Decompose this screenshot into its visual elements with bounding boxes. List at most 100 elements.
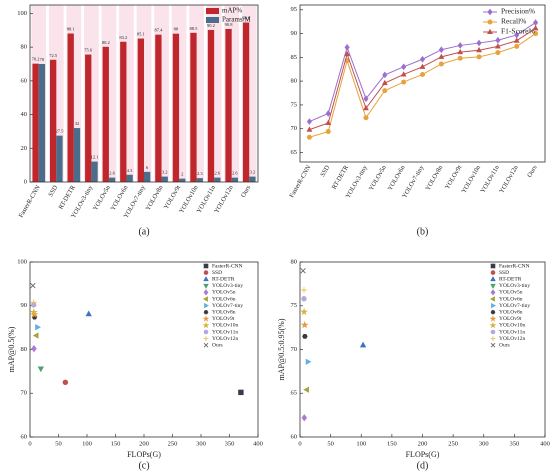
value-label: 4.3 <box>127 168 133 173</box>
point <box>31 345 37 353</box>
y-tick-label: 75 <box>291 101 298 108</box>
legend-marker <box>489 321 497 329</box>
legend-marker <box>203 329 209 335</box>
bar <box>225 28 232 182</box>
value-label: 94.6 <box>242 16 251 21</box>
x-tick-label: SSD <box>47 184 59 198</box>
legend-marker <box>490 283 496 289</box>
legend-marker <box>489 296 495 302</box>
legend-label: mAP% <box>222 7 242 15</box>
point <box>301 414 308 422</box>
y-tick-label: 95 <box>291 6 298 13</box>
x-tick-label: 50 <box>327 440 334 447</box>
bar <box>172 33 180 183</box>
point <box>300 320 309 329</box>
bar <box>207 29 215 182</box>
legend-marker <box>490 263 496 269</box>
value-label: 72.5 <box>49 53 58 58</box>
point <box>32 332 39 339</box>
value-label: 90.8 <box>225 22 234 27</box>
plot-frame <box>299 4 546 163</box>
legend-label: YOLOv12n <box>212 336 239 342</box>
legend-label: YOLOv7-tiny <box>212 303 243 309</box>
point <box>457 55 463 61</box>
legend-marker <box>490 276 496 282</box>
point <box>344 50 351 57</box>
legend-label: Ours <box>499 342 510 348</box>
x-tick-label: 0 <box>298 440 301 447</box>
point <box>62 379 69 386</box>
x-tick-label: 50 <box>55 440 62 447</box>
x-tick-label: 350 <box>510 440 520 447</box>
bar <box>242 22 250 182</box>
plot-frame <box>29 4 259 183</box>
legend-label: YOLOv6n <box>212 296 236 302</box>
y-tick-label: 60 <box>291 433 298 440</box>
point <box>30 282 36 289</box>
legend-marker <box>203 336 209 341</box>
legend-label: YOLOv8n <box>212 309 236 315</box>
y-tick-label: 70 <box>21 390 28 397</box>
legend-marker <box>203 270 209 275</box>
panel-label: (c) <box>138 460 149 471</box>
point <box>30 299 37 306</box>
value-label: 88.1 <box>67 27 75 32</box>
y-tick-label: 80 <box>21 44 28 51</box>
y-axis-title: mAP@0.5(%) <box>7 326 16 372</box>
point <box>419 63 426 69</box>
point <box>301 296 307 302</box>
x-tick-label: 100 <box>356 440 366 447</box>
value-label: 83.2 <box>119 35 127 40</box>
bar <box>102 46 109 183</box>
legend-marker <box>490 342 496 348</box>
value-label: 2.6 <box>214 171 220 176</box>
y-tick-label: 100 <box>17 10 27 17</box>
point <box>85 310 92 317</box>
bar <box>49 59 57 182</box>
x-tick-label: 300 <box>196 440 206 447</box>
x-axis-title: FLOPs(G) <box>406 450 440 459</box>
point <box>400 71 407 77</box>
point <box>303 386 309 393</box>
x-tick-label: YOLOv5n <box>368 164 388 192</box>
legend-label: YOLOv8n <box>499 309 523 315</box>
value-label: 3.2 <box>162 170 168 175</box>
value-label: 88 <box>174 27 179 32</box>
point <box>401 63 407 71</box>
legend-marker <box>491 302 497 309</box>
point <box>513 37 520 43</box>
legend-marker <box>202 315 210 322</box>
legend-label: RT-DETR <box>499 276 522 282</box>
x-tick-label: YOLOv12n <box>498 164 520 195</box>
x-tick-label: 300 <box>479 440 489 447</box>
y-tick-label: 65 <box>291 390 298 397</box>
bar <box>85 54 92 183</box>
bar <box>155 34 162 182</box>
legend-marker <box>487 8 493 16</box>
legend-label: FasterR-CNN <box>212 263 243 269</box>
point <box>532 19 539 26</box>
point <box>382 71 388 79</box>
legend-label: YOLOv10n <box>212 323 239 329</box>
value-label: 12.1 <box>91 155 99 160</box>
bar <box>214 177 221 182</box>
legend-marker <box>490 329 496 335</box>
legend-label: YOLOv3-tiny <box>212 283 243 289</box>
point <box>300 268 306 274</box>
value-label: 32 <box>75 121 80 126</box>
bar <box>32 63 39 182</box>
value-label: 2.3 <box>197 171 203 176</box>
legend-label: RT-DETR <box>212 276 235 282</box>
y-tick-label: 40 <box>21 111 28 118</box>
point <box>325 110 331 117</box>
panel-label: (a) <box>138 226 149 237</box>
legend-label: F1-Score% <box>501 27 535 36</box>
x-tick-label: 150 <box>111 440 121 447</box>
x-tick-label: YOLOv8n <box>424 164 444 192</box>
panel-label: (d) <box>417 460 429 471</box>
point <box>238 389 244 396</box>
point <box>532 25 539 31</box>
legend-label: FasterR-CNN <box>499 263 530 269</box>
x-tick-label: 250 <box>168 440 178 447</box>
point <box>359 341 367 348</box>
